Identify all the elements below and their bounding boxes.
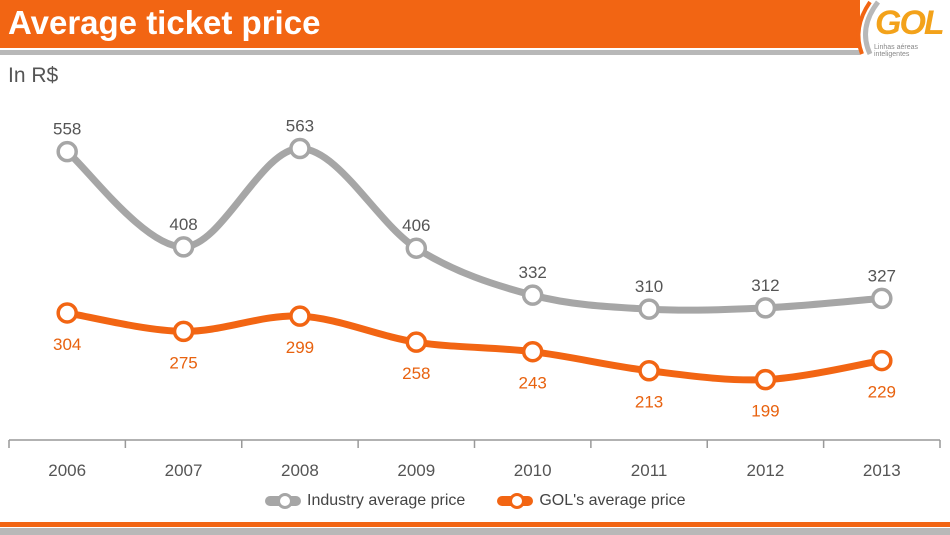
- data-label-0: 327: [868, 266, 896, 285]
- data-point-1: [56, 302, 78, 324]
- data-point-1: [521, 340, 544, 363]
- legend-gol-swatch-icon: [497, 493, 534, 509]
- chart-subtitle: In R$: [8, 64, 59, 87]
- x-tick-label: 2011: [631, 461, 668, 480]
- series-line-1: [63, 309, 886, 384]
- data-label-1: 199: [751, 402, 779, 421]
- data-label-0: 558: [53, 120, 81, 139]
- footer-gray-bar: [0, 528, 950, 535]
- legend-industry-swatch-icon: [265, 493, 301, 509]
- data-label-1: 304: [53, 335, 81, 354]
- header-bar: [0, 0, 860, 48]
- data-point-0: [289, 137, 311, 160]
- data-label-0: 406: [402, 216, 430, 235]
- data-label-0: 310: [635, 277, 663, 296]
- data-point-0: [405, 237, 428, 259]
- data-label-1: 275: [169, 353, 197, 372]
- x-tick-label: 2006: [48, 461, 86, 480]
- data-point-0: [172, 236, 195, 258]
- data-label-1: 243: [519, 374, 547, 393]
- data-label-0: 312: [751, 276, 779, 295]
- data-point-0: [754, 297, 777, 319]
- data-point-0: [56, 140, 78, 163]
- data-point-1: [405, 331, 428, 353]
- data-point-1: [754, 368, 777, 391]
- logo-tagline: Linhas aéreas inteligentes: [874, 44, 918, 58]
- x-tick-label: 2013: [863, 461, 901, 480]
- data-point-1: [871, 349, 893, 372]
- data-point-1: [638, 359, 660, 382]
- gol-logo: [848, 0, 950, 56]
- logo-text: GOL: [875, 4, 945, 42]
- page-title: Average ticket price: [8, 4, 321, 41]
- header-divider: [0, 50, 860, 55]
- data-label-1: 213: [635, 393, 663, 412]
- x-tick-label: 2007: [165, 461, 203, 480]
- data-label-0: 408: [169, 215, 197, 234]
- data-point-0: [871, 287, 893, 310]
- x-tick-label: 2008: [281, 461, 319, 480]
- data-label-1: 229: [868, 383, 896, 402]
- data-point-0: [521, 284, 544, 306]
- data-label-0: 563: [286, 116, 314, 135]
- data-point-0: [638, 298, 660, 320]
- legend-industry-label: Industry average price: [307, 492, 466, 509]
- legend: Industry average price GOL's average pri…: [265, 492, 686, 510]
- legend-gol-label: GOL's average price: [539, 492, 686, 509]
- footer-orange-bar: [0, 522, 950, 527]
- data-point-1: [172, 320, 195, 343]
- data-label-0: 332: [519, 263, 547, 282]
- x-tick-label: 2012: [747, 461, 785, 480]
- data-label-1: 299: [286, 338, 314, 357]
- x-tick-label: 2009: [397, 461, 435, 480]
- x-tick-label: 2010: [514, 461, 552, 480]
- data-point-1: [289, 305, 311, 327]
- data-label-1: 258: [402, 364, 430, 383]
